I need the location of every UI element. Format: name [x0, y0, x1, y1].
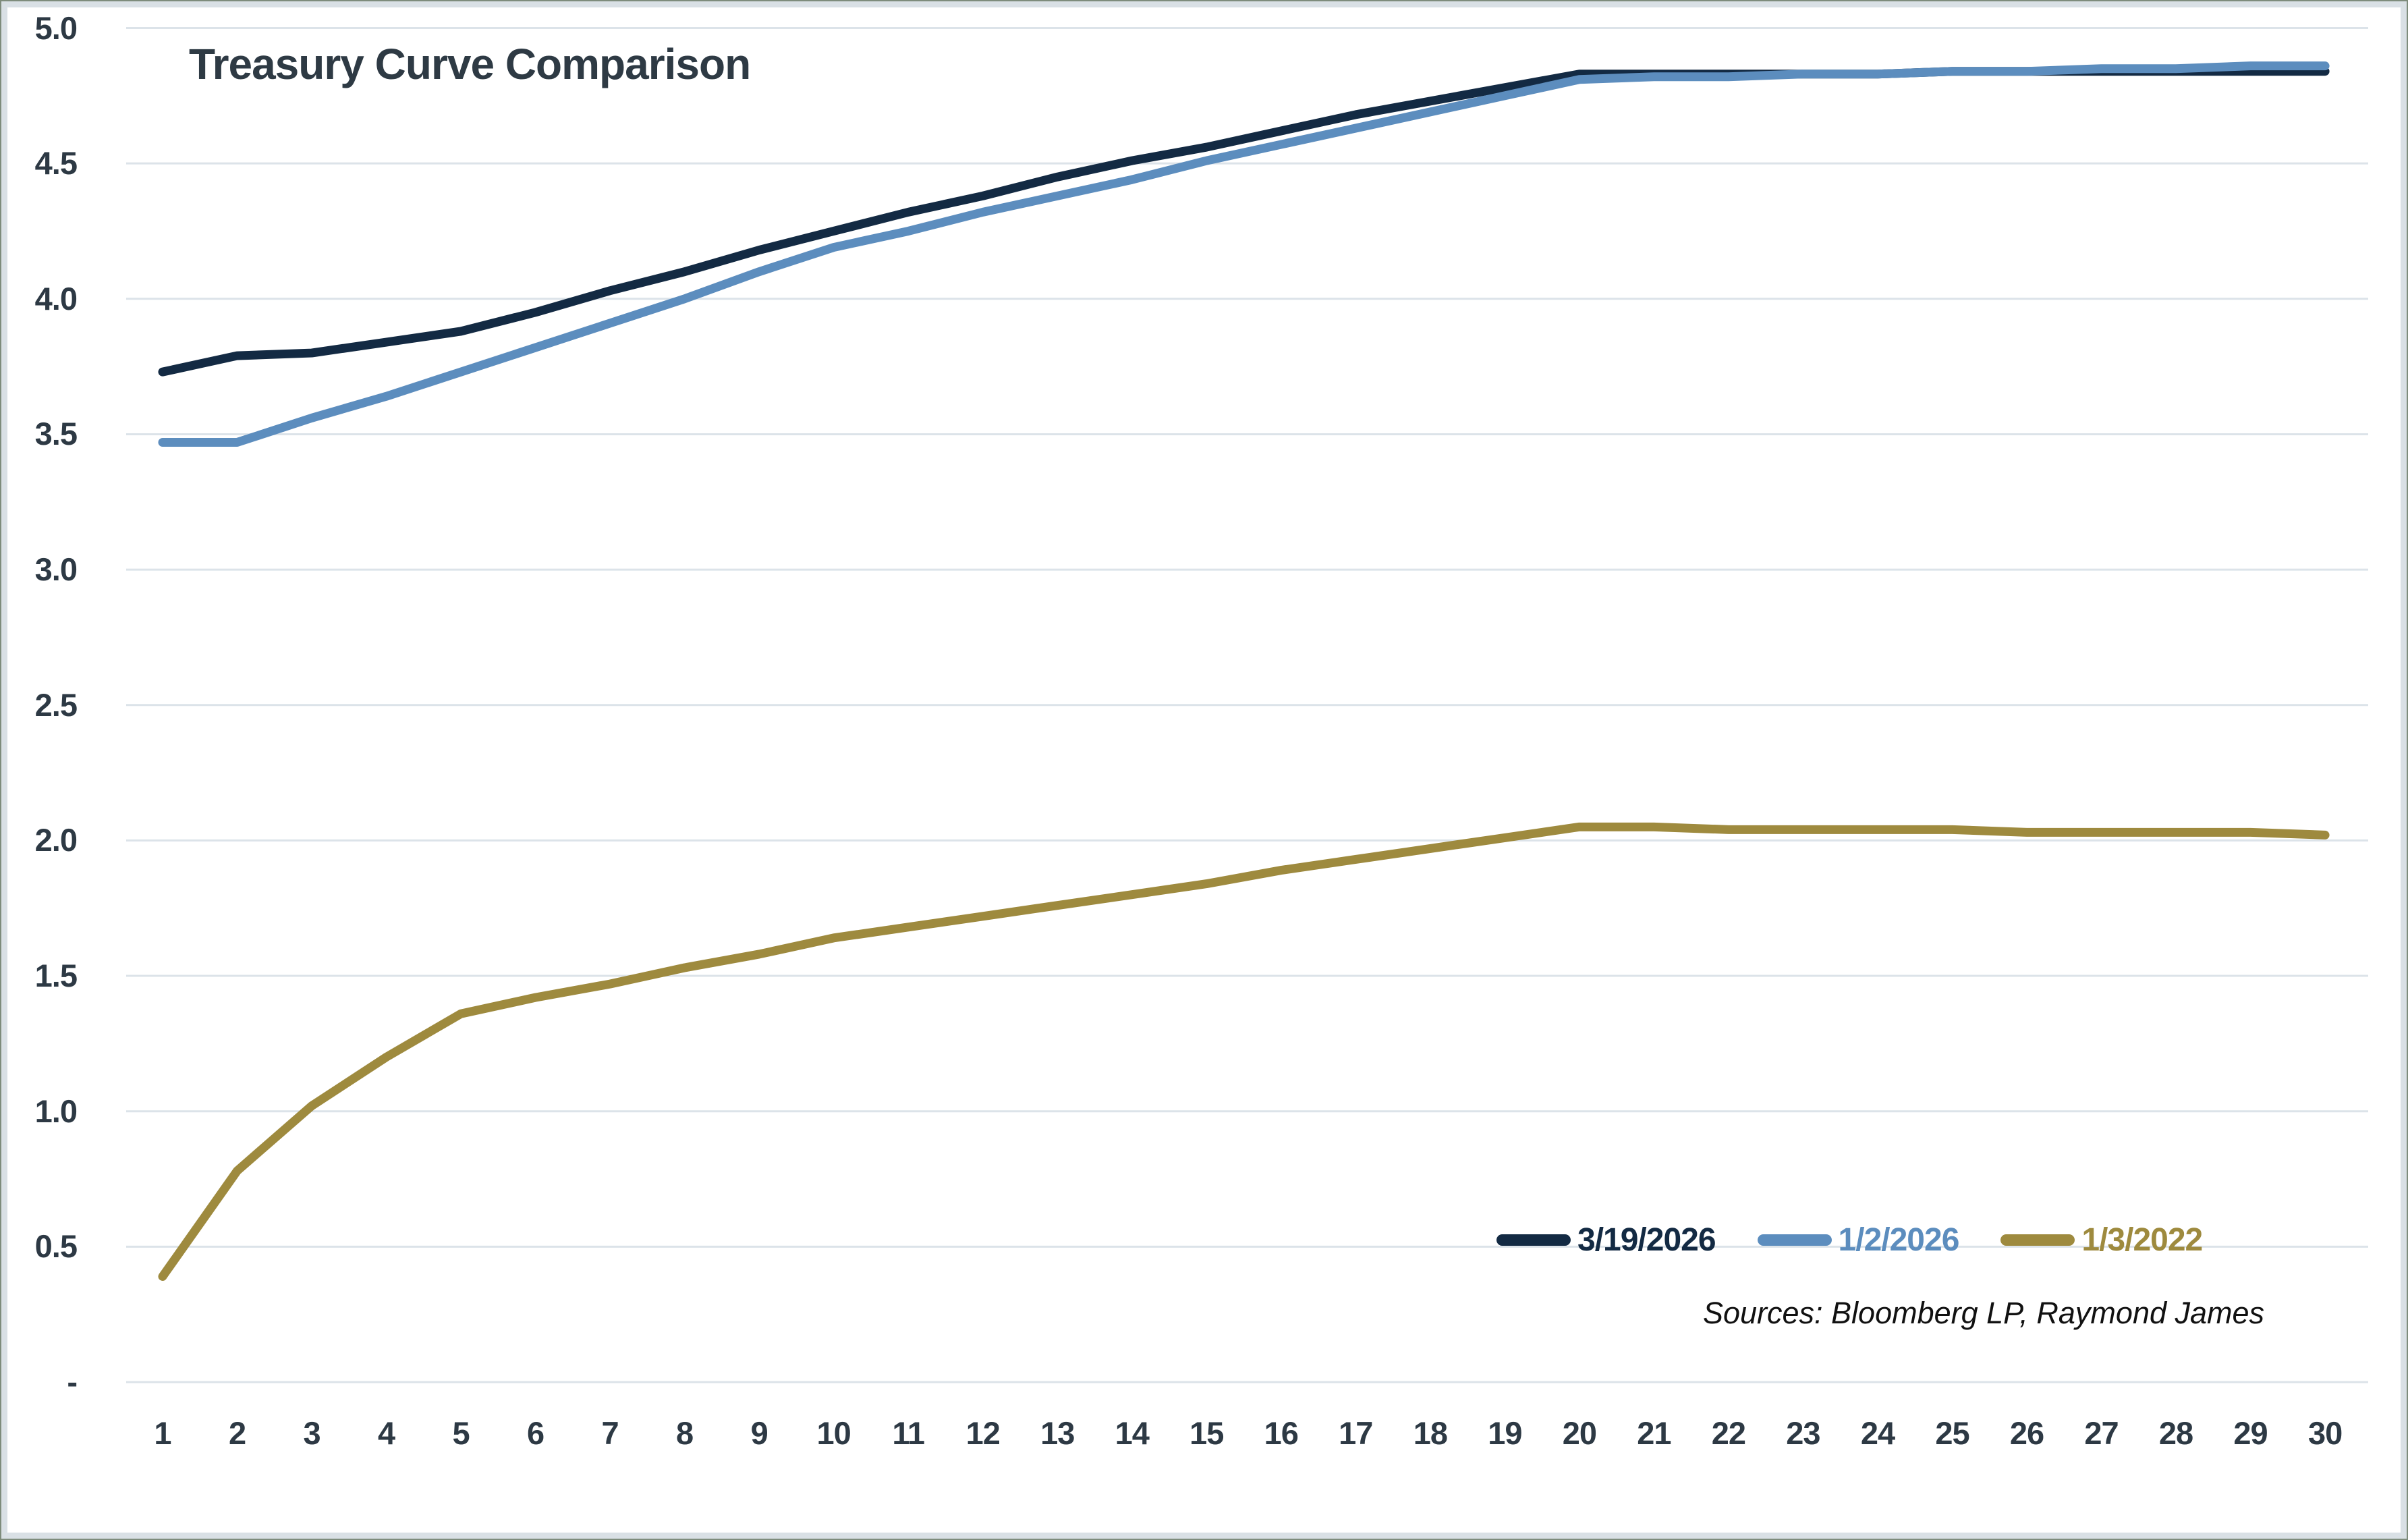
- x-axis-label: 24: [1860, 1415, 1895, 1451]
- source-note: Sources: Bloomberg LP, Raymond James: [1702, 1296, 2265, 1330]
- legend-label-series-0: 3/19/2026: [1577, 1222, 1716, 1258]
- x-axis-label: 5: [452, 1415, 470, 1451]
- x-axis-label: 3: [303, 1415, 320, 1451]
- x-axis-label: 6: [527, 1415, 544, 1451]
- legend-label-series-2: 1/3/2022: [2081, 1222, 2203, 1258]
- legend-item: 1/3/2022: [2000, 1221, 2203, 1259]
- x-axis-label: 17: [1339, 1415, 1373, 1451]
- x-axis-label: 21: [1637, 1415, 1671, 1451]
- y-axis-label: 3.5: [34, 416, 78, 452]
- x-axis-label: 23: [1786, 1415, 1820, 1451]
- legend-label-series-1: 1/2/2026: [1838, 1222, 1960, 1258]
- y-axis-label: -: [67, 1364, 78, 1400]
- x-axis-label: 19: [1488, 1415, 1522, 1451]
- x-axis-label: 18: [1413, 1415, 1448, 1451]
- x-axis-label: 1: [154, 1415, 171, 1451]
- x-axis-label: 7: [601, 1415, 619, 1451]
- x-axis-label: 9: [750, 1415, 768, 1451]
- legend-swatch-series-1: [1757, 1234, 1832, 1246]
- y-axis-label: 5.0: [34, 9, 78, 46]
- x-axis-label: 12: [965, 1415, 1001, 1451]
- x-axis-label: 10: [816, 1415, 851, 1451]
- x-axis-label: 11: [892, 1415, 925, 1451]
- legend-swatch-series-2: [2000, 1234, 2075, 1246]
- y-axis-label: 3.0: [34, 551, 78, 588]
- series-line-1/2/2026: [158, 61, 2330, 447]
- x-axis-label: 25: [1935, 1415, 1969, 1451]
- x-axis-label: 28: [2158, 1415, 2193, 1451]
- x-axis-label: 22: [1711, 1415, 1746, 1451]
- x-axis-label: 30: [2307, 1415, 2343, 1451]
- x-axis-label: 2: [228, 1415, 246, 1451]
- chart-title: Treasury Curve Comparison: [189, 40, 751, 88]
- x-axis-label: 15: [1189, 1415, 1224, 1451]
- y-axis-label: 1.5: [34, 958, 78, 994]
- legend-swatch-series-0: [1496, 1234, 1571, 1246]
- x-axis-label: 20: [1562, 1415, 1597, 1451]
- x-axis-label: 4: [377, 1415, 395, 1451]
- y-axis-label: 2.0: [34, 822, 78, 858]
- x-axis-label: 29: [2233, 1415, 2268, 1451]
- legend: 3/19/2026 1/2/2026 1/3/2022: [1496, 1221, 2203, 1259]
- y-axis-label: 4.0: [34, 280, 78, 317]
- x-axis-label: 16: [1264, 1415, 1299, 1451]
- y-axis-label: 0.5: [34, 1228, 78, 1265]
- x-axis-label: 27: [2084, 1415, 2119, 1451]
- x-axis-label: 13: [1040, 1415, 1075, 1451]
- legend-item: 3/19/2026: [1496, 1221, 1716, 1259]
- series-line-3/19/2026: [158, 67, 2330, 377]
- y-axis-label: 4.5: [34, 145, 78, 182]
- x-axis-label: 26: [2009, 1415, 2044, 1451]
- y-axis-label: 2.5: [34, 686, 78, 723]
- x-axis-label: 8: [676, 1415, 694, 1451]
- x-axis-label: 14: [1115, 1415, 1150, 1451]
- legend-item: 1/2/2026: [1757, 1221, 1960, 1259]
- series-line-1/3/2022: [158, 822, 2330, 1281]
- y-axis-label: 1.0: [34, 1093, 78, 1129]
